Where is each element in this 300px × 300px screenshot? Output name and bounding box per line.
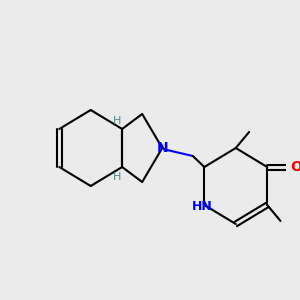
Text: N: N [156, 141, 168, 155]
Text: H: H [113, 116, 122, 126]
Text: H: H [113, 172, 122, 182]
Text: HN: HN [192, 200, 213, 214]
Text: O: O [290, 160, 300, 174]
